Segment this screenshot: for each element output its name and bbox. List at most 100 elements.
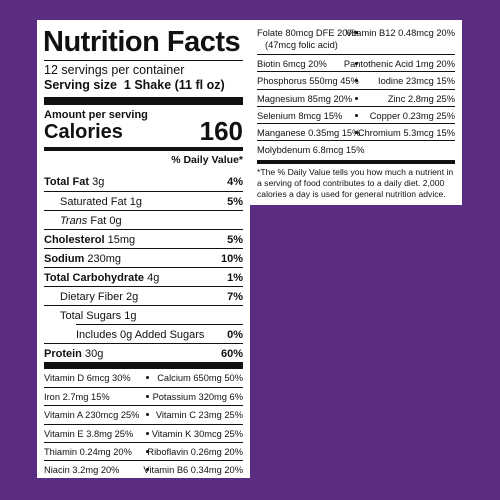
- micronutrient-right: Copper 0.23mg 25%: [369, 110, 455, 121]
- nutrient-label: Protein 30g: [44, 348, 103, 360]
- bullet: [146, 449, 149, 453]
- nutrient-label: Includes 0g Added Sugars: [76, 329, 204, 341]
- bullet: [355, 31, 358, 34]
- micronutrient-row: Folate 80mcg DFE 20% (47mcg folic acid) Vi…: [257, 24, 455, 54]
- nutrient-label: Trans Fat 0g: [60, 215, 122, 227]
- title: Nutrition Facts: [43, 26, 241, 58]
- nutrient-amount: 4g: [147, 272, 160, 284]
- daily-value: 10%: [220, 253, 243, 265]
- micronutrient-left: Niacin 3.2mg 20%: [44, 465, 120, 475]
- nutrient-label: Total Fat 3g: [44, 176, 104, 188]
- daily-value: 5%: [227, 196, 243, 208]
- micronutrient-right: Pantothenic Acid 1mg 20%: [343, 59, 455, 70]
- micronutrient-left: Biotin 6mcg 20%: [257, 59, 327, 70]
- nutrient-amount: 230mg: [87, 253, 122, 265]
- micronutrient-right: Zinc 2.8mg 25%: [387, 93, 455, 104]
- nutrient-label: Saturated Fat 1g: [60, 196, 142, 208]
- nutrient-label: Dietary Fiber 2g: [60, 291, 138, 303]
- micronutrient-right: Calcium 650mg 50%: [157, 373, 243, 383]
- nutrient-row: Total Sugars 1g: [44, 305, 243, 325]
- thick-rule: [44, 97, 243, 105]
- micronutrient-right: Vitamin B12 0.48mcg 20%: [345, 28, 455, 38]
- micronutrient-row: Molybdenum 6.8mcg 15%: [257, 140, 455, 158]
- micronutrient-row: Thiamin 0.24mg 20% Riboflavin 0.26mg 20%: [44, 441, 243, 461]
- nutrient-label: Total Sugars 1g: [60, 310, 136, 322]
- folate-note: (47mcg folic acid): [265, 40, 338, 50]
- footnote: *The % Daily Value tells you how much a …: [257, 167, 454, 199]
- micronutrient-left: Vitamin A 230mcg 25%: [44, 410, 140, 421]
- micronutrient-row: Selenium 8mcg 15% Copper 0.23mg 25%: [257, 105, 455, 124]
- nutrient-row: Saturated Fat 1g 5%: [44, 191, 243, 211]
- nutrient-name: Trans: [60, 215, 88, 227]
- nutrient-label: Total Carbohydrate 4g: [44, 272, 159, 284]
- daily-value: 4%: [227, 176, 243, 188]
- micronutrient-left: Iron 2.7mg 15%: [44, 392, 110, 403]
- left-panel: Nutrition Facts 12 servings per containe…: [37, 20, 250, 478]
- bullet: [146, 376, 149, 379]
- nutrient-amount: 30g: [84, 348, 104, 360]
- daily-value: 7%: [227, 291, 243, 303]
- nutrient-label: Sodium 230mg: [44, 253, 121, 265]
- micronutrient-right: Vitamin K 30mcg 25%: [151, 428, 243, 439]
- bullet: [355, 79, 358, 83]
- calories-label: Calories: [44, 121, 123, 143]
- nutrient-amount: 3g: [92, 176, 105, 188]
- micronutrient-left: Vitamin E 3.8mg 25%: [44, 428, 134, 439]
- serving-size-label: Serving size: [44, 78, 117, 92]
- nutrient-row: Cholesterol 15mg 5%: [44, 229, 243, 249]
- micronutrient-right: Vitamin C 23mg 25%: [155, 410, 243, 421]
- micronutrient-left: Phosphorus 550mg 45%: [257, 76, 359, 87]
- nutrient-row: Includes 0g Added Sugars 0%: [76, 324, 243, 344]
- micronutrient-left: Manganese 0.35mg 15%: [257, 128, 361, 138]
- serving-size-value: 1 Shake (11 fl oz): [123, 78, 225, 92]
- micronutrient-row: Vitamin E 3.8mg 25% Vitamin K 30mcg 25%: [44, 423, 243, 443]
- micronutrient-right: Riboflavin 0.26mg 20%: [147, 446, 243, 457]
- bullet: [355, 62, 358, 66]
- daily-value: 0%: [227, 329, 243, 341]
- bullet: [355, 113, 358, 117]
- micronutrient-left: Molybdenum 6.8mcg 15%: [257, 145, 365, 156]
- bullet: [355, 96, 358, 100]
- micronutrient-right: Vitamin B6 0.34mg 20%: [143, 465, 243, 475]
- micronutrient-row: Phosphorus 550mg 45% Iodine 23mcg 15%: [257, 71, 455, 89]
- nutrient-name: Protein: [44, 348, 82, 360]
- daily-value: 5%: [227, 234, 243, 246]
- bullet: [355, 131, 358, 134]
- nutrient-amount: Fat 0g: [90, 215, 122, 227]
- nutrient-row: Total Fat 3g 4%: [44, 172, 243, 191]
- nutrient-row: Sodium 230mg 10%: [44, 248, 243, 268]
- bullet: [146, 413, 149, 417]
- micronutrient-row: Iron 2.7mg 15% Potassium 320mg 6%: [44, 387, 243, 406]
- micronutrient-row: Vitamin A 230mcg 25% Vitamin C 23mg 25%: [44, 405, 243, 424]
- nutrient-row: Trans Fat 0g: [44, 210, 243, 230]
- serving-size: Serving size 1 Shake (11 fl oz): [44, 78, 225, 92]
- nutrient-name: Saturated Fat: [60, 196, 127, 208]
- micronutrient-right: Potassium 320mg 6%: [152, 392, 243, 403]
- servings: 12 servings per container: [44, 63, 185, 77]
- micronutrient-row: Biotin 6mcg 20% Pantothenic Acid 1mg 20%: [257, 54, 455, 72]
- medium-rule: [44, 147, 243, 151]
- calories: 160: [199, 116, 243, 146]
- micronutrient-left: Vitamin D 6mcg 30%: [44, 373, 131, 383]
- daily-value-header: % Daily Value*: [171, 154, 243, 166]
- daily-value: 60%: [220, 348, 243, 360]
- micronutrient-right: Chromium 5.3mcg 15%: [357, 128, 455, 138]
- micronutrient-row: Vitamin D 6mcg 30% Calcium 650mg 50%: [44, 369, 243, 387]
- bullet: [146, 431, 149, 435]
- nutrient-name: Dietary Fiber: [60, 291, 123, 303]
- micronutrient-row: Manganese 0.35mg 15% Chromium 5.3mcg 15%: [257, 123, 455, 141]
- bullet: [146, 395, 149, 399]
- nutrient-amount: 1g: [124, 310, 137, 322]
- nutrient-name: Total Carbohydrate: [44, 272, 145, 284]
- bullet: [146, 468, 149, 471]
- nutrient-amount: 15mg: [107, 234, 136, 246]
- nutrient-name: Cholesterol: [44, 234, 105, 246]
- nutrient-name: Includes 0g Added Sugars: [76, 329, 205, 341]
- amount-per-serving: Amount per serving: [44, 109, 148, 121]
- nutrient-name: Sodium: [44, 253, 85, 265]
- nutrient-name: Total Fat: [44, 176, 90, 188]
- nutrient-amount: 1g: [129, 196, 142, 208]
- nutrient-row: Total Carbohydrate 4g 1%: [44, 267, 243, 287]
- nutrient-amount: 2g: [126, 291, 139, 303]
